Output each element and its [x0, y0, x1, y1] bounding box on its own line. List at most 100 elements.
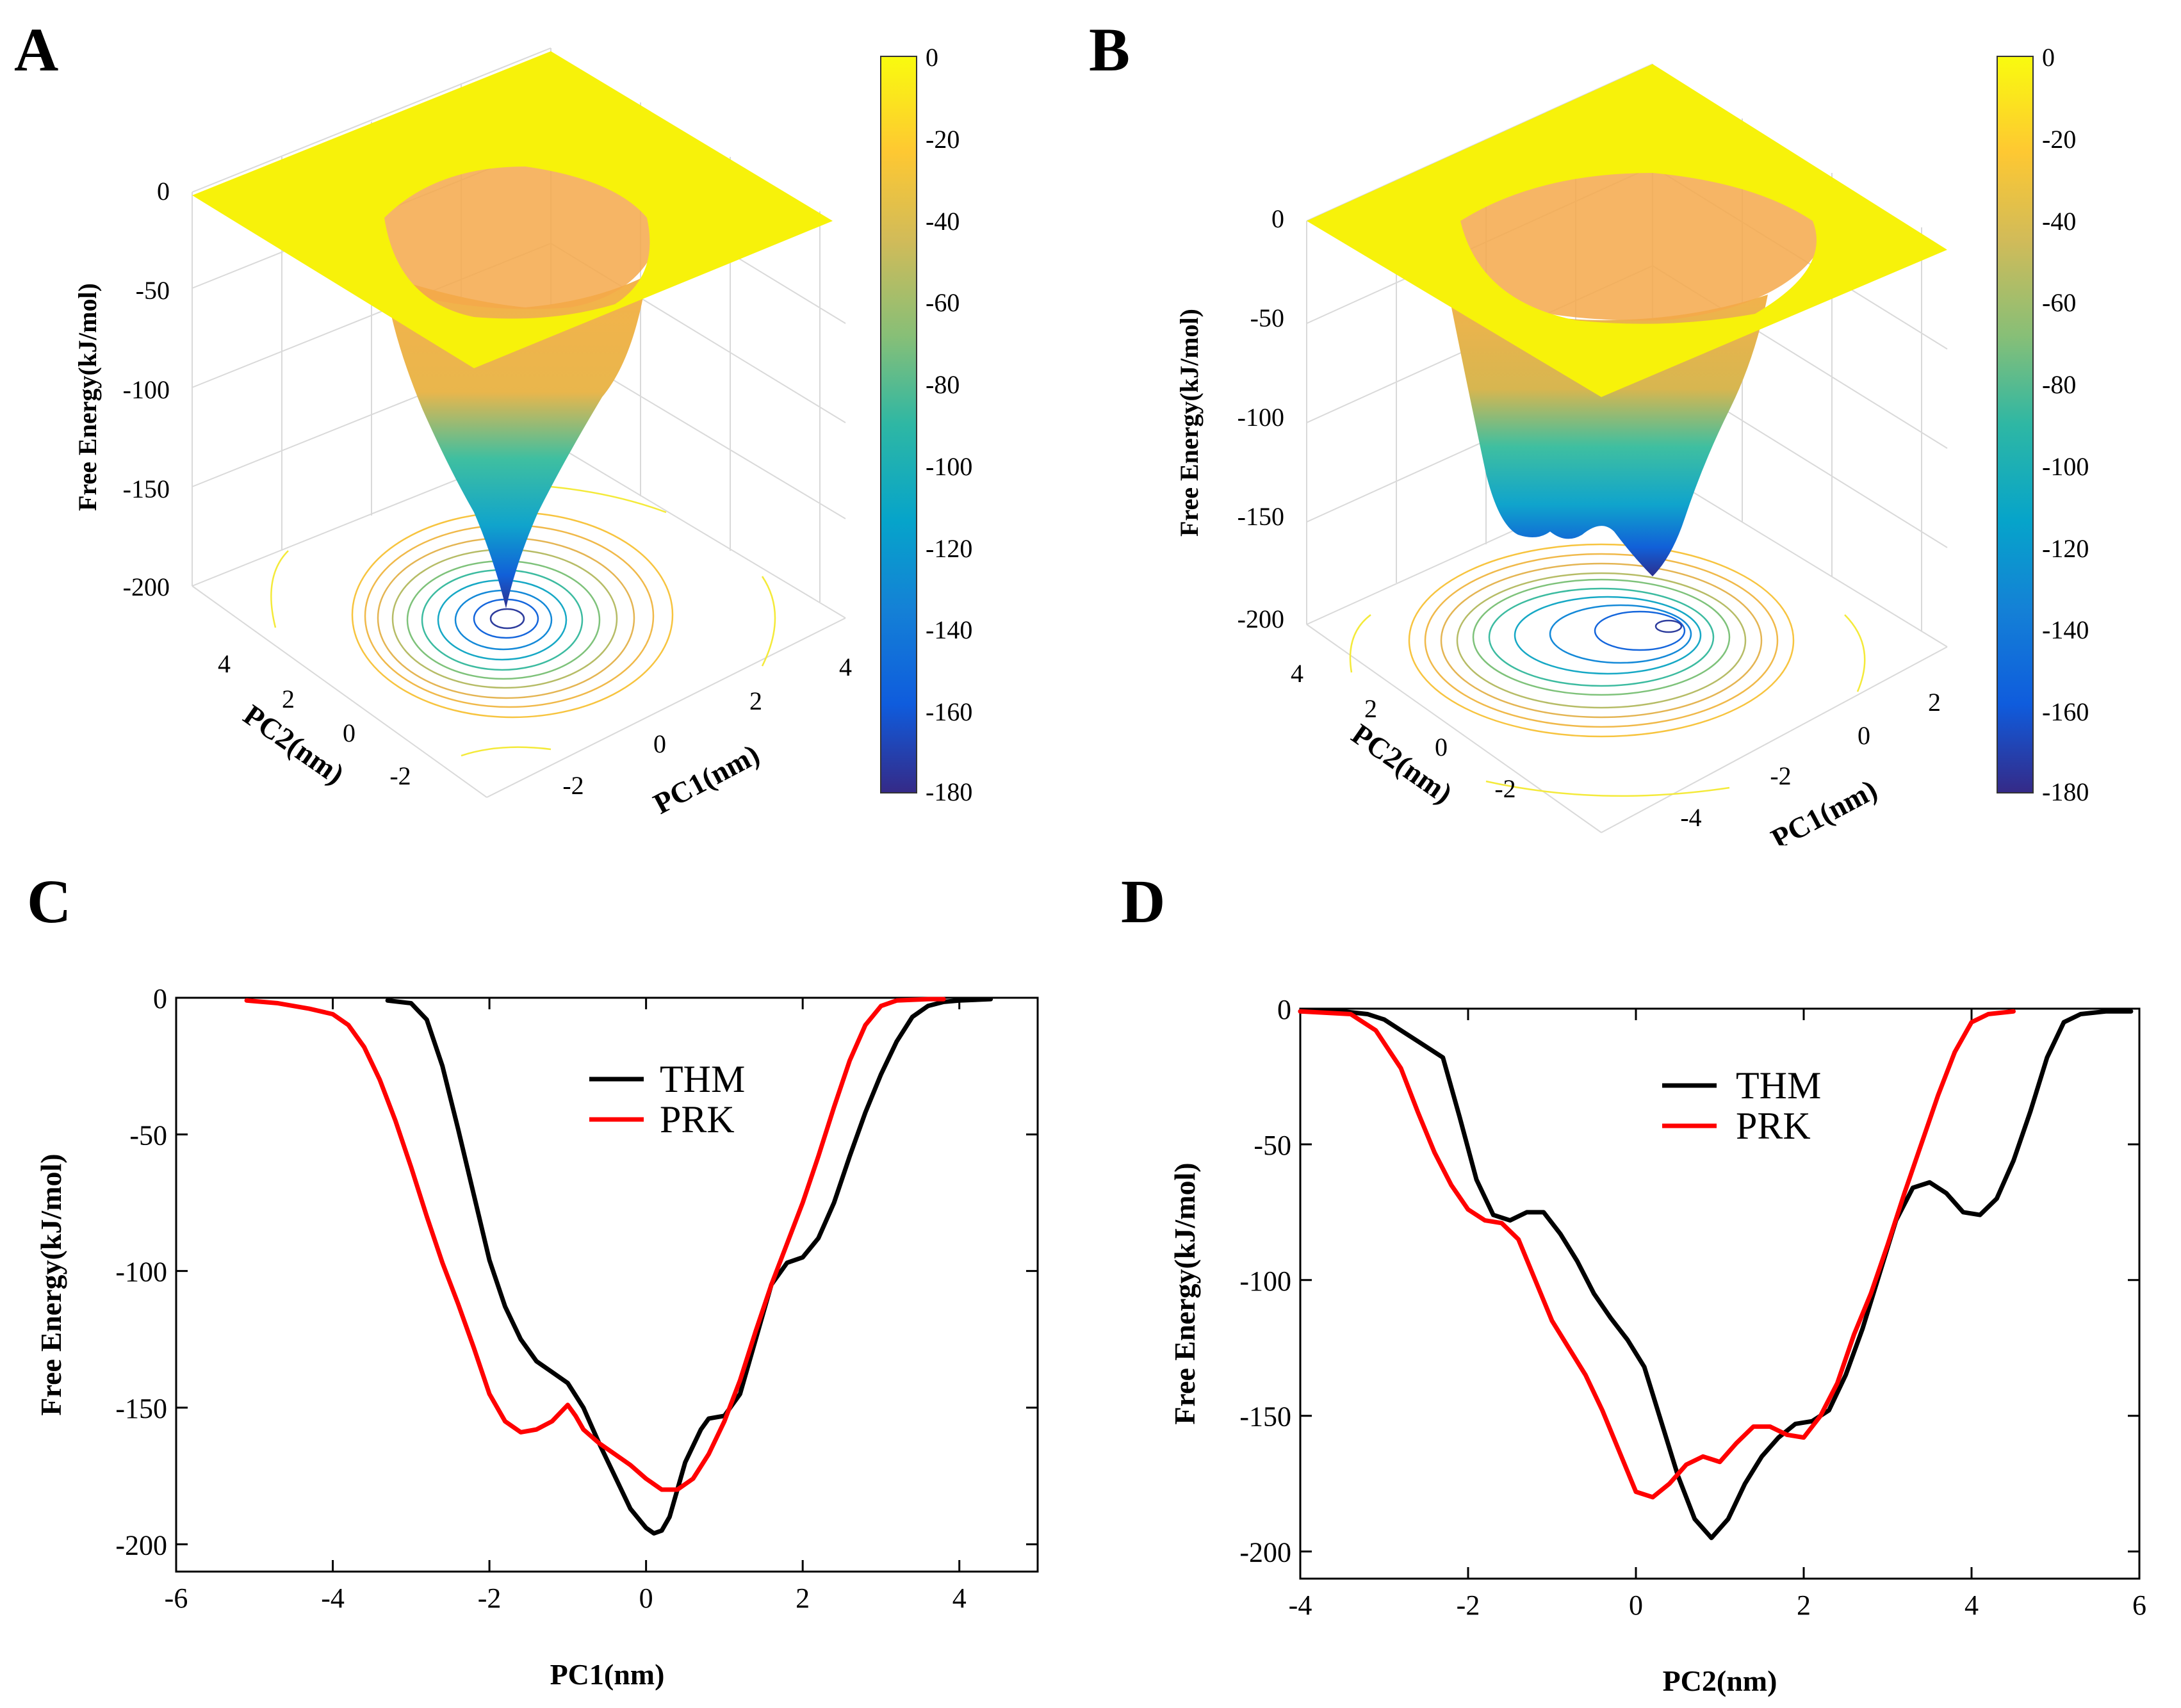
x-axis-ticks: -6 -4 -2 0 2 4 — [165, 998, 967, 1614]
colorbar-tick: -60 — [926, 288, 960, 317]
pc2-tick: -2 — [389, 761, 411, 790]
y-tick-label: -150 — [1239, 1401, 1291, 1433]
panel-b-surface-plot: B 0 — [1089, 15, 2089, 845]
z-tick: -50 — [1250, 304, 1284, 332]
pc1-tick: 2 — [1928, 688, 1941, 717]
x-tick-label: -2 — [1457, 1590, 1480, 1621]
energy-funnel — [384, 275, 647, 608]
pc1-axis: -4 -2 0 2 PC1(nm) — [1680, 688, 1941, 845]
energy-plane — [192, 51, 833, 368]
panel-letter: D — [1121, 867, 1165, 936]
colorbar-ticks: 0 -20 -40 -60 -80 -100 -120 -140 -160 -1… — [2042, 43, 2089, 806]
x-axis-label: PC1(nm) — [550, 1658, 665, 1691]
panel-d-line-chart: D 0 -50 -100 -150 -200 -4 -2 0 2 4 6 PC2(nm) Free… — [1121, 867, 2146, 1697]
y-axis-ticks: 0 -50 -100 -150 -200 — [1239, 994, 2139, 1568]
funnel-rim — [359, 152, 660, 309]
pc2-axis-label: PC2(nm) — [1346, 717, 1458, 809]
y-axis-label: Free Energy(kJ/mol) — [1168, 1162, 1201, 1424]
panel-letter: C — [27, 867, 71, 936]
z-axis: 0 -50 -100 -150 -200 Free Energy(kJ/mol) — [1175, 204, 1284, 633]
colorbar-tick: -120 — [926, 534, 972, 563]
series-lines — [1298, 1009, 2134, 1540]
colorbar-tick: -80 — [926, 370, 960, 399]
x-tick-label: 2 — [796, 1582, 810, 1614]
pc1-tick: 2 — [749, 687, 762, 715]
pc2-tick: 2 — [1364, 694, 1377, 723]
pc2-tick: 0 — [1435, 733, 1448, 761]
colorbar-tick: -140 — [2042, 615, 2089, 644]
y-tick-label: 0 — [1277, 994, 1291, 1025]
colorbar-tick: -20 — [2042, 125, 2076, 154]
pc1-tick: 0 — [1858, 721, 1870, 750]
colorbar-tick: -140 — [926, 615, 972, 644]
z-tick: 0 — [1271, 204, 1284, 233]
x-axis-ticks: -4 -2 0 2 4 6 — [1289, 1009, 2146, 1621]
legend-label-prk: PRK — [1736, 1105, 1811, 1147]
colorbar-tick: -60 — [2042, 288, 2076, 317]
y-tick-label: 0 — [153, 983, 167, 1014]
pc1-tick: 0 — [653, 729, 666, 758]
legend: THM PRK — [589, 1058, 745, 1141]
floor-contours — [1349, 543, 1866, 797]
colorbar-tick: 0 — [926, 43, 938, 72]
panel-letter: A — [14, 15, 58, 84]
pc1-tick: 4 — [839, 653, 852, 681]
panel-c-line-chart: C 0 -50 -100 -150 -200 -6 -4 -2 0 2 4 PC1(nm) Fre… — [27, 867, 1039, 1691]
x-tick-label: 6 — [2132, 1590, 2146, 1621]
pc2-tick: 2 — [282, 685, 295, 713]
z-axis-label: Free Energy(kJ/mol) — [1175, 309, 1204, 537]
colorbar-tick: -180 — [926, 777, 972, 806]
plot-frame — [1299, 1007, 2141, 1580]
colorbar-ticks: 0 -20 -40 -60 -80 -100 -120 -140 -160 -1… — [926, 43, 972, 806]
y-tick-label: -200 — [115, 1529, 167, 1561]
colorbar-tick: -160 — [926, 697, 972, 726]
y-axis-ticks: 0 -50 -100 -150 -200 — [115, 983, 1038, 1561]
colorbar-tick: 0 — [2042, 43, 2055, 72]
colorbar-tick: -20 — [926, 125, 960, 154]
colorbar-tick: -160 — [2042, 697, 2089, 726]
z-tick: -100 — [1238, 403, 1284, 432]
panel-letter: B — [1089, 15, 1130, 84]
pc1-tick: -2 — [1770, 761, 1791, 790]
z-tick: -150 — [1238, 502, 1284, 531]
x-tick-label: 4 — [952, 1582, 967, 1614]
energy-plane — [1307, 64, 1947, 397]
x-tick-label: -2 — [478, 1582, 502, 1614]
x-tick-label: 0 — [1629, 1590, 1643, 1621]
y-tick-label: -50 — [1254, 1130, 1291, 1161]
pc2-tick: 4 — [218, 649, 231, 678]
panel-a-surface-plot: A — [14, 15, 972, 820]
plot-frame — [175, 996, 1039, 1573]
pc1-tick: -2 — [562, 771, 584, 800]
colorbar-tick: -40 — [2042, 207, 2076, 236]
series-line-prk — [244, 996, 946, 1492]
x-tick-label: 2 — [1797, 1590, 1811, 1621]
colorbar-tick: -120 — [2042, 534, 2089, 563]
z-tick: -100 — [123, 375, 170, 404]
y-tick-label: -150 — [115, 1393, 167, 1424]
z-tick: -200 — [123, 573, 170, 601]
series-lines — [244, 996, 993, 1536]
colorbar-tick: -100 — [926, 452, 972, 481]
x-tick-label: 0 — [639, 1582, 653, 1614]
series-line-prk — [1298, 1009, 2016, 1500]
pc2-tick: 4 — [1291, 659, 1303, 688]
series-line-thm — [1298, 1009, 2134, 1540]
pc1-axis: -2 0 2 4 PC1(nm) — [562, 653, 852, 820]
z-tick: -50 — [136, 276, 170, 305]
legend-label-prk: PRK — [660, 1098, 735, 1141]
x-axis-label: PC2(nm) — [1663, 1664, 1777, 1697]
funnel-rim — [1444, 155, 1820, 321]
z-axis: 0 -50 -100 -150 -200 Free Energy(kJ/mol) — [73, 177, 170, 601]
y-tick-label: -100 — [1239, 1265, 1291, 1297]
pc1-tick: -4 — [1680, 803, 1701, 832]
z-tick: -150 — [123, 475, 170, 503]
x-tick-label: 4 — [1965, 1590, 1979, 1621]
x-tick-label: -6 — [165, 1582, 188, 1614]
colorbar-tick: -40 — [926, 207, 960, 236]
y-tick-label: -200 — [1239, 1537, 1291, 1568]
colorbar-tick: -100 — [2042, 452, 2089, 481]
y-tick-label: -50 — [129, 1119, 167, 1151]
colorbar — [1997, 56, 2034, 793]
pc2-axis: 4 2 0 -2 PC2(nm) — [1291, 659, 1516, 809]
